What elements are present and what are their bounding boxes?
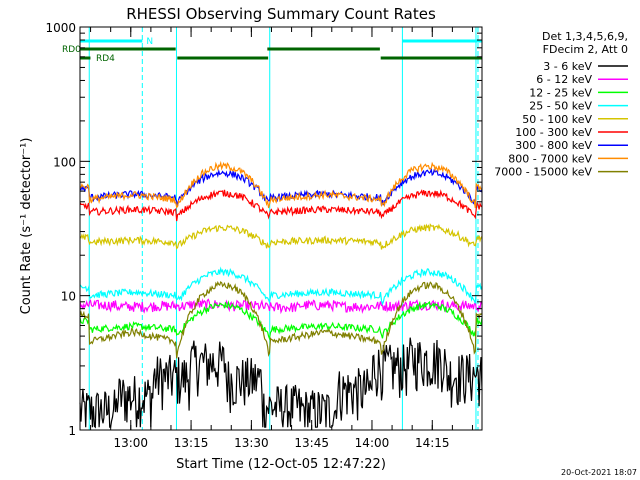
legend-label-8: 7000 - 15000 keV	[494, 166, 592, 179]
x-tick-label-1: 13:15	[174, 436, 209, 450]
series-line-8	[79, 280, 483, 359]
y-tick-label-3: 1000	[45, 21, 76, 35]
legend-label-7: 800 - 7000 keV	[508, 152, 592, 165]
legend-label-3: 25 - 50 keV	[529, 100, 592, 113]
legend-label-2: 12 - 25 keV	[529, 86, 592, 99]
legend-label-6: 300 - 800 keV	[515, 139, 592, 152]
x-tick-label-4: 14:00	[355, 436, 390, 450]
x-tick-label-5: 14:15	[415, 436, 450, 450]
x-tick-label-3: 13:45	[294, 436, 329, 450]
flag-label-rd0: RD0	[62, 45, 81, 55]
flag-label-rd4: RD4	[96, 54, 115, 64]
series-line-0	[79, 337, 483, 429]
flag-label-n: N	[146, 37, 153, 47]
x-tick-label-0: 13:00	[113, 436, 148, 450]
x-tick-label-2: 13:30	[234, 436, 269, 450]
series-line-3	[79, 266, 483, 306]
footer-timestamp: 20-Oct-2021 18:07	[561, 468, 637, 477]
series-line-7	[79, 160, 482, 209]
y-tick-label-0: 1	[68, 424, 76, 438]
legend-header-0: Det 1,3,4,5,6,9,	[542, 30, 628, 43]
y-tick-label-1: 10	[61, 290, 76, 304]
legend-header-1: FDecim 2, Att 0	[543, 43, 628, 56]
y-tick-label-2: 100	[53, 155, 76, 169]
plot-frame	[79, 26, 483, 431]
legend-label-1: 6 - 12 keV	[536, 73, 592, 86]
series-line-2	[79, 300, 483, 341]
series-line-1	[79, 298, 483, 315]
x-axis-label: Start Time (12-Oct-05 12:47:22)	[176, 457, 386, 472]
legend-label-0: 3 - 6 keV	[543, 60, 592, 73]
y-axis-label: Count Rate (s⁻¹ detector⁻¹)	[19, 138, 34, 315]
series-line-5	[79, 189, 483, 222]
legend-label-4: 50 - 100 keV	[522, 113, 592, 126]
legend-label-5: 100 - 300 keV	[515, 126, 592, 139]
series-line-4	[79, 223, 483, 250]
chart-title: RHESSI Observing Summary Count Rates	[126, 5, 436, 23]
